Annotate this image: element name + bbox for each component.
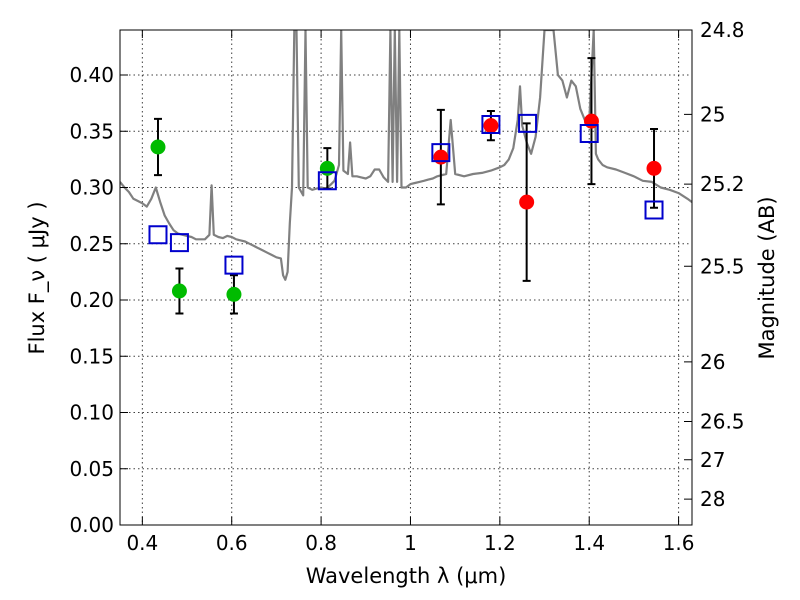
red-data-point — [433, 149, 449, 165]
green-data-point — [150, 139, 166, 155]
red-data-point — [519, 194, 535, 210]
model-photometry-square — [148, 225, 168, 245]
red-data-point — [646, 160, 662, 176]
model-photometry-square — [431, 143, 451, 163]
model-photometry-square — [579, 124, 599, 143]
x-tick-label: 0.8 — [305, 531, 337, 555]
right-tick-label: 26 — [700, 350, 725, 374]
green-data-point — [319, 160, 335, 176]
y-tick-label: 0.15 — [69, 344, 114, 368]
x-tick-label: 1.6 — [663, 531, 695, 555]
model-photometry-square — [481, 115, 501, 134]
model-sed-line — [120, 30, 692, 281]
x-tick-label: 1.4 — [573, 531, 605, 555]
y-axis-title: Flux F_ν ( μJy ) — [25, 201, 50, 354]
model-photometry-square — [644, 200, 664, 220]
axis-ticks — [120, 29, 692, 526]
right-tick-label: 28 — [700, 487, 725, 511]
data-points-layer — [148, 57, 664, 315]
right-tick-label: 25.5 — [700, 254, 745, 278]
y-tick-label: 0.35 — [69, 119, 114, 143]
model-photometry-square — [224, 255, 244, 275]
model-sed-layer — [120, 30, 692, 281]
x-tick-label: 0.6 — [216, 531, 248, 555]
x-tick-label: 1 — [404, 531, 417, 555]
y-tick-label: 0.05 — [69, 457, 114, 481]
x-axis-title: Wavelength λ (μm) — [306, 564, 507, 588]
y-tick-label: 0.10 — [69, 401, 114, 425]
right-tick-label: 25 — [700, 102, 725, 126]
model-photometry-square — [317, 171, 337, 191]
tick-labels: 0.4 0.6 0.8 1 1.2 1.4 1.6 0.00 0.05 0.10 0.15 0.20 0… — [69, 18, 744, 555]
x-tick-label: 0.4 — [126, 531, 158, 555]
right-tick-label: 24.8 — [700, 18, 745, 42]
right-tick-label: 26.5 — [700, 410, 745, 434]
y-tick-label: 0.20 — [69, 288, 114, 312]
x-tick-label: 1.2 — [484, 531, 516, 555]
y-tick-label: 0.30 — [69, 176, 114, 200]
model-photometry-square — [169, 233, 189, 253]
model-photometry-square — [518, 113, 538, 133]
y-tick-label: 0.00 — [69, 513, 114, 537]
red-data-point — [583, 113, 599, 129]
right-tick-label: 25.2 — [700, 172, 745, 196]
plot-frame — [119, 29, 693, 526]
right-axis-title: Magnitude (AB) — [755, 196, 779, 359]
right-tick-label: 27 — [700, 448, 725, 472]
green-data-point — [171, 283, 187, 299]
grid — [120, 30, 692, 525]
red-data-point — [483, 118, 499, 134]
y-tick-label: 0.40 — [69, 63, 114, 87]
y-tick-label: 0.25 — [69, 232, 114, 256]
green-data-point — [226, 286, 242, 302]
